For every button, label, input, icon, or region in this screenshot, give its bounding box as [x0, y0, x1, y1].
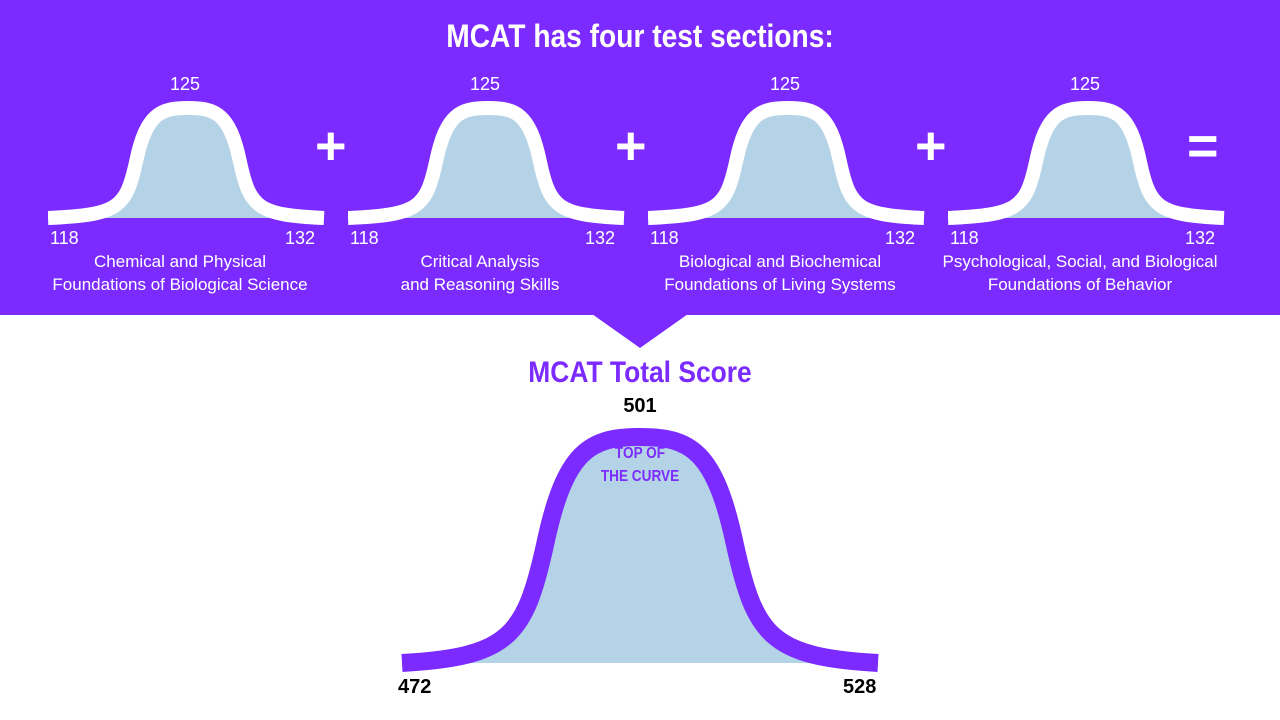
section-curve-outline — [48, 100, 325, 225]
section-name: Biological and Biochemical Foundations o… — [630, 250, 930, 296]
section-curve-fill — [48, 108, 324, 218]
total-score-curve — [401, 427, 879, 672]
section-name: Chemical and Physical Foundations of Bio… — [30, 250, 330, 296]
total-mean-label: 501 — [623, 395, 657, 417]
section-2: 125 118 132 Critical Analysis and Reason… — [340, 70, 640, 310]
total-score-title: MCAT Total Score — [528, 356, 752, 389]
top-of-curve-line2: THE CURVE — [600, 468, 680, 485]
section-bell-curve — [948, 100, 1225, 225]
plus-operator: + — [915, 116, 947, 176]
section-bell-curve — [48, 100, 325, 225]
total-min-label: 472 — [398, 676, 432, 698]
section-max-label: 132 — [885, 228, 916, 248]
section-min-label: 118 — [350, 228, 379, 248]
section-name-line2: and Reasoning Skills — [400, 275, 560, 294]
section-mean-label: 125 — [1069, 74, 1101, 94]
section-name-line1: Critical Analysis — [420, 252, 540, 271]
section-min-label: 118 — [650, 228, 679, 248]
section-curve-fill — [948, 108, 1224, 218]
top-of-curve-line1: TOP OF — [614, 445, 666, 462]
pointer-arrow — [592, 314, 688, 348]
page-title: MCAT has four test sections: — [446, 18, 834, 54]
section-max-label: 132 — [285, 228, 316, 248]
section-mean-label: 125 — [769, 74, 801, 94]
total-curve-fill — [402, 437, 878, 663]
plus-operator: + — [615, 116, 647, 176]
section-curve-outline — [348, 100, 625, 225]
section-curve-fill — [348, 108, 624, 218]
section-1: 125 118 132 Chemical and Physical Founda… — [40, 70, 340, 310]
section-mean-label: 125 — [169, 74, 201, 94]
section-max-label: 132 — [1185, 228, 1216, 248]
section-mean-label: 125 — [469, 74, 501, 94]
section-name: Psychological, Social, and Biological Fo… — [930, 250, 1230, 296]
section-4: 125 118 132 Psychological, Social, and B… — [940, 70, 1240, 310]
section-curve-fill — [648, 108, 924, 218]
section-name-line2: Foundations of Biological Science — [52, 275, 308, 294]
section-name-line1: Biological and Biochemical — [678, 252, 882, 271]
section-name-line2: Foundations of Living Systems — [664, 275, 896, 294]
section-name: Critical Analysis and Reasoning Skills — [330, 250, 630, 296]
top-of-curve-label: TOP OF THE CURVE — [589, 442, 691, 488]
equals-operator: = — [1187, 116, 1219, 176]
total-max-label: 528 — [843, 676, 877, 698]
section-3: 125 118 132 Biological and Biochemical F… — [640, 70, 940, 310]
section-name-line1: Psychological, Social, and Biological — [942, 252, 1218, 271]
section-max-label: 132 — [585, 228, 616, 248]
section-curve-outline — [648, 100, 925, 225]
section-bell-curve — [648, 100, 925, 225]
plus-operator: + — [315, 116, 347, 176]
section-min-label: 118 — [50, 228, 79, 248]
section-bell-curve — [348, 100, 625, 225]
section-curve-outline — [948, 100, 1225, 225]
section-min-label: 118 — [950, 228, 979, 248]
section-name-line1: Chemical and Physical — [94, 252, 266, 271]
total-curve-outline — [401, 427, 879, 672]
section-name-line2: Foundations of Behavior — [987, 275, 1173, 294]
